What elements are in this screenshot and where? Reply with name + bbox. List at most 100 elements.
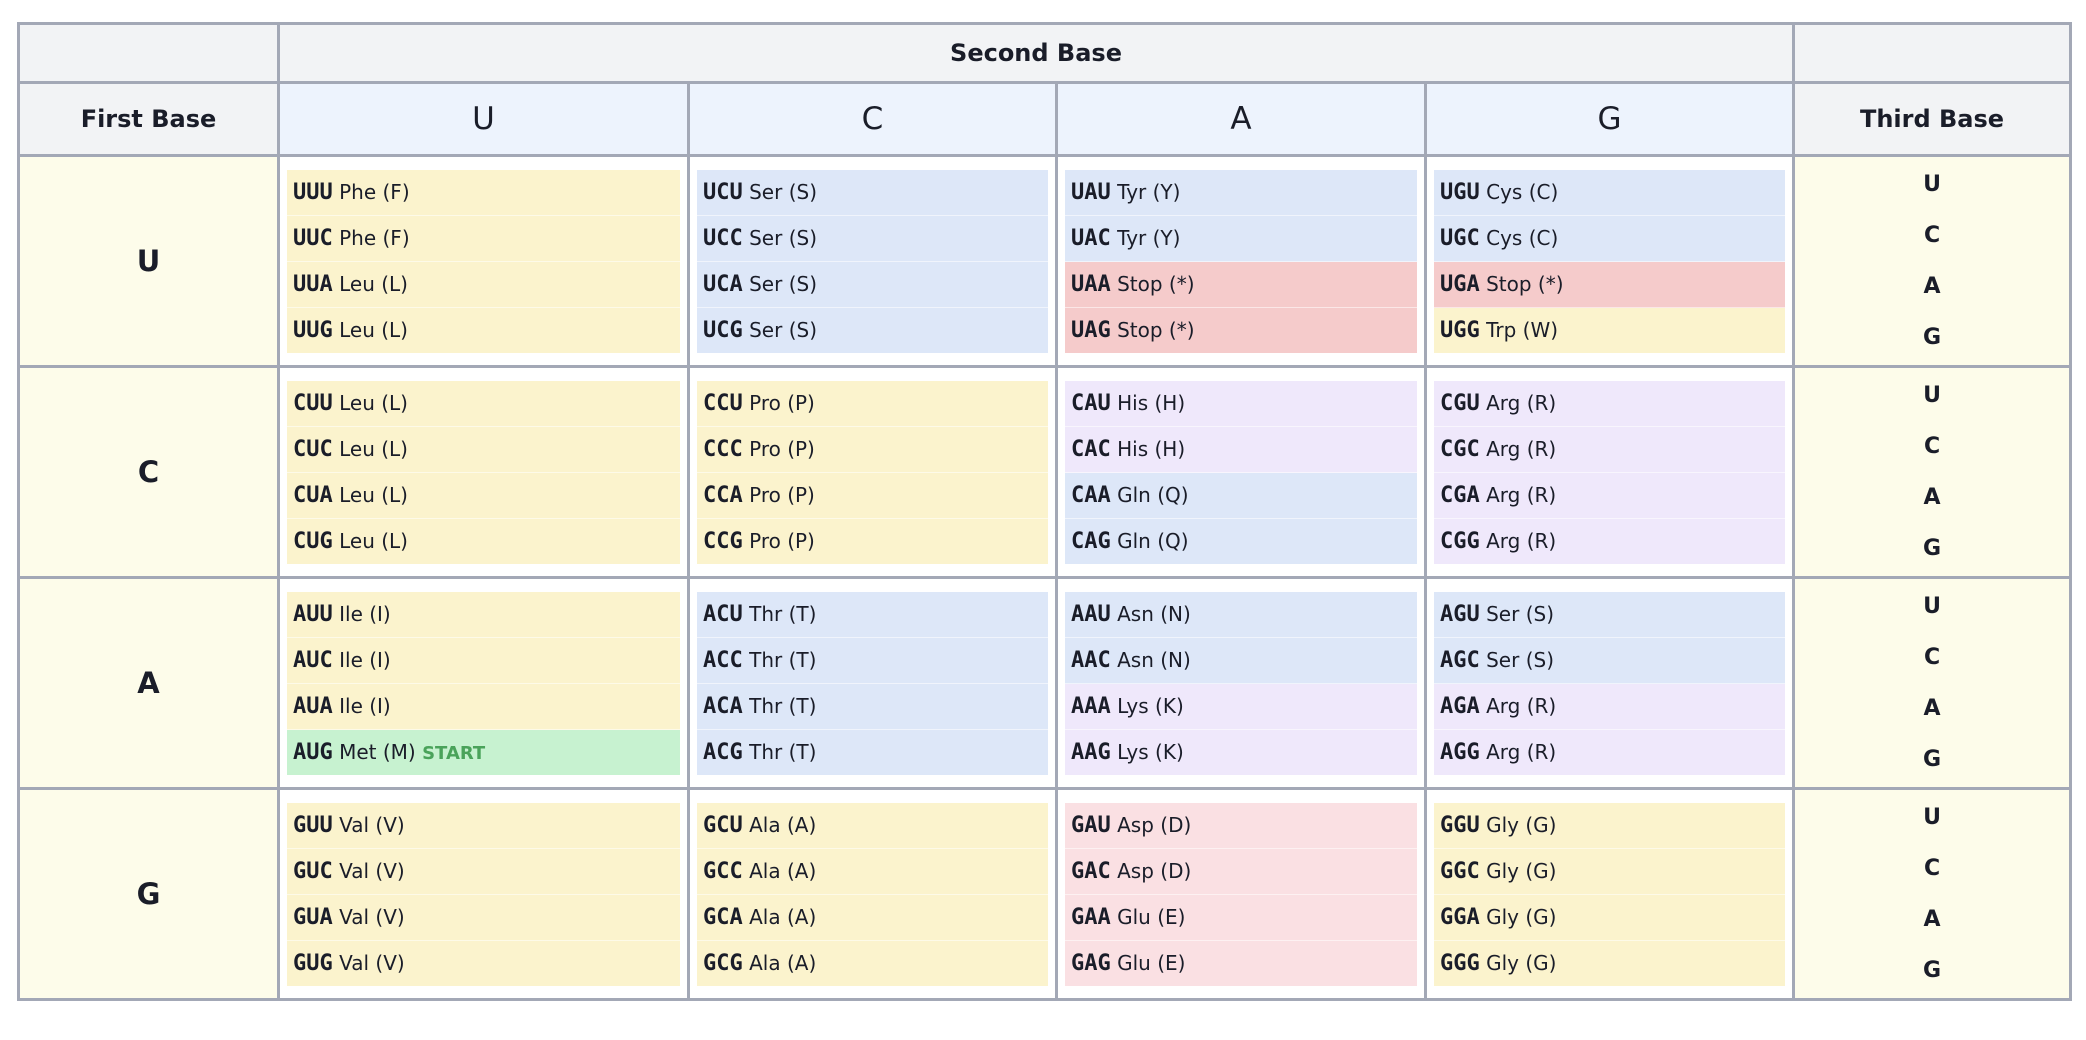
codon-triplet: ACU — [703, 601, 743, 627]
codon-entry: UGG Trp (W) — [1434, 307, 1786, 353]
third-base-header: Third Base — [1792, 81, 2073, 157]
third-base-label: A — [1923, 696, 1941, 721]
codon-entry: AAG Lys (K) — [1065, 729, 1417, 775]
codon-cell: CGU Arg (R) CGC Arg (R) CGA Arg (R) CGG Arg… — [1423, 365, 1796, 579]
third-base-label: C — [1923, 645, 1941, 670]
codon-triplet: CCA — [703, 482, 743, 508]
codon-entry: GCG Ala (A) — [697, 940, 1048, 986]
codon-entry: AAC Asn (N) — [1065, 637, 1417, 684]
codon-entry: UGC Cys (C) — [1434, 215, 1786, 262]
amino-acid: Arg (R) — [1486, 436, 1557, 461]
first-base-row-c: C CUU Leu (L) CUC Leu (L) CUA Leu (L) CUG Le… — [17, 365, 2073, 579]
codon-entry: AUA Ile (I) — [287, 683, 680, 730]
codon-cell: CUU Leu (L) CUC Leu (L) CUA Leu (L) CUG Leu… — [277, 365, 690, 579]
codon-entry: CCC Pro (P) — [697, 426, 1048, 473]
third-base-column: U C A G — [1792, 576, 2073, 790]
codon-entry: UUU Phe (F) — [287, 169, 680, 216]
codon-entry: GCC Ala (A) — [697, 848, 1048, 895]
codon-entry: ACG Thr (T) — [697, 729, 1048, 775]
amino-acid: Leu (L) — [339, 317, 408, 342]
amino-acid: Gln (Q) — [1117, 528, 1189, 553]
codon-triplet: CCC — [703, 436, 743, 462]
codon-triplet: UUG — [293, 317, 333, 343]
codon-triplet: CGU — [1440, 390, 1480, 416]
codon-triplet: CUU — [293, 390, 333, 416]
amino-acid: Arg (R) — [1486, 390, 1557, 415]
amino-acid: Arg (R) — [1486, 739, 1557, 764]
codon-triplet: GGU — [1440, 812, 1480, 838]
codon-group: AUU Ile (I) AUC Ile (I) AUA Ile (I) AUG Met… — [287, 591, 680, 775]
codon-group: UCU Ser (S) UCC Ser (S) UCA Ser (S) UCG Ser… — [697, 169, 1048, 353]
codon-group: CAU His (H) CAC His (H) CAA Gln (Q) CAG Gln… — [1065, 380, 1417, 564]
codon-cell: AGU Ser (S) AGC Ser (S) AGA Arg (R) AGG Arg… — [1423, 576, 1796, 790]
codon-entry: CGU Arg (R) — [1434, 380, 1786, 427]
third-base-label: C — [1923, 856, 1941, 881]
codon-triplet: AAA — [1071, 693, 1111, 719]
codon-group: CCU Pro (P) CCC Pro (P) CCA Pro (P) CCG Pro… — [697, 380, 1048, 564]
codon-triplet: CUA — [293, 482, 333, 508]
codon-entry: GGG Gly (G) — [1434, 940, 1786, 986]
amino-acid: Pro (P) — [749, 436, 815, 461]
codon-triplet: AUC — [293, 647, 333, 673]
third-base-label: U — [1923, 594, 1941, 619]
codon-triplet: AUU — [293, 601, 333, 627]
codon-triplet: GUU — [293, 812, 333, 838]
codon-triplet: AAC — [1071, 647, 1111, 673]
amino-acid: Val (V) — [339, 950, 405, 975]
codon-triplet: CUC — [293, 436, 333, 462]
codon-entry: AUG Met (M) START — [287, 729, 680, 775]
codon-entry: CCA Pro (P) — [697, 472, 1048, 519]
third-base-column: U C A G — [1792, 154, 2073, 368]
codon-cell: GGU Gly (G) GGC Gly (G) GGA Gly (G) GGG Gly… — [1423, 787, 1796, 1001]
codon-entry: AGC Ser (S) — [1434, 637, 1786, 684]
codon-entry: UAU Tyr (Y) — [1065, 169, 1417, 216]
amino-acid: Glu (E) — [1117, 950, 1186, 975]
codon-triplet: UCU — [703, 179, 743, 205]
codon-entry: UUA Leu (L) — [287, 261, 680, 308]
corner-cell — [17, 22, 280, 84]
codon-entry: UCC Ser (S) — [697, 215, 1048, 262]
codon-triplet: CGC — [1440, 436, 1480, 462]
codon-cell: CAU His (H) CAC His (H) CAA Gln (Q) CAG Gln… — [1055, 365, 1427, 579]
codon-cell: UAU Tyr (Y) UAC Tyr (Y) UAA Stop (*) UAG St… — [1055, 154, 1427, 368]
amino-acid: Gln (Q) — [1117, 482, 1189, 507]
amino-acid: Gly (G) — [1486, 858, 1557, 883]
third-base-label: C — [1923, 223, 1941, 248]
codon-triplet: UAC — [1071, 225, 1111, 251]
amino-acid: Gly (G) — [1486, 904, 1557, 929]
amino-acid: Ser (S) — [1486, 601, 1554, 626]
codon-triplet: UAU — [1071, 179, 1111, 205]
amino-acid: Val (V) — [339, 904, 405, 929]
codon-entry: AAA Lys (K) — [1065, 683, 1417, 730]
first-base-label: U — [17, 154, 280, 368]
amino-acid: Ser (S) — [1486, 647, 1554, 672]
amino-acid: Thr (T) — [749, 601, 817, 626]
codon-entry: GGC Gly (G) — [1434, 848, 1786, 895]
codon-triplet: ACC — [703, 647, 743, 673]
codon-entry: UAA Stop (*) — [1065, 261, 1417, 308]
codon-entry: CAG Gln (Q) — [1065, 518, 1417, 564]
codon-triplet: GGG — [1440, 950, 1480, 976]
codon-group: UUU Phe (F) UUC Phe (F) UUA Leu (L) UUG Leu… — [287, 169, 680, 353]
codon-group: GGU Gly (G) GGC Gly (G) GGA Gly (G) GGG Gly… — [1434, 802, 1786, 986]
second-base-header: Second Base — [276, 22, 1796, 84]
amino-acid: Thr (T) — [749, 647, 817, 672]
codon-triplet: GCA — [703, 904, 743, 930]
codon-entry: AGA Arg (R) — [1434, 683, 1786, 730]
codon-group: CGU Arg (R) CGC Arg (R) CGA Arg (R) CGG Arg… — [1434, 380, 1786, 564]
second-base-g: G — [1423, 81, 1796, 157]
amino-acid: Ile (I) — [339, 693, 391, 718]
first-base-label: G — [17, 787, 280, 1001]
third-base-label: G — [1922, 747, 1942, 772]
codon-triplet: CCU — [703, 390, 743, 416]
amino-acid: Pro (P) — [749, 482, 815, 507]
amino-acid: Stop (*) — [1117, 317, 1195, 342]
amino-acid: Stop (*) — [1486, 271, 1564, 296]
corner-cell-right — [1792, 22, 2073, 84]
codon-triplet: CGA — [1440, 482, 1480, 508]
header-row-top: Second Base — [17, 22, 2073, 84]
amino-acid: Gly (G) — [1486, 950, 1557, 975]
codon-cell: UUU Phe (F) UUC Phe (F) UUA Leu (L) UUG Leu… — [277, 154, 690, 368]
codon-group: GAU Asp (D) GAC Asp (D) GAA Glu (E) GAG Glu… — [1065, 802, 1417, 986]
codon-cell: UGU Cys (C) UGC Cys (C) UGA Stop (*) UGG Tr… — [1423, 154, 1796, 368]
